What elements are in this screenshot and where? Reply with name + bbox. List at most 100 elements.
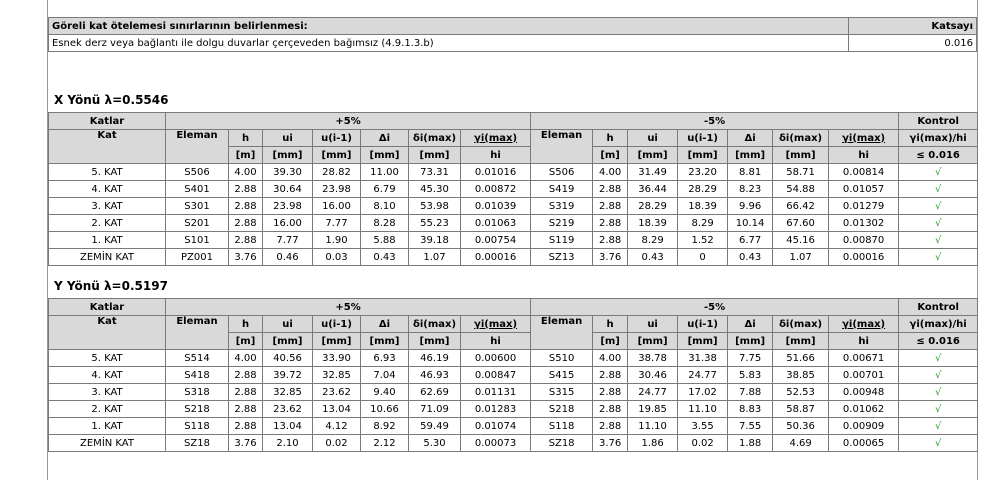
cell: 54.88 xyxy=(772,180,830,198)
cell: 32.85 xyxy=(262,383,313,401)
cell: 0.00847 xyxy=(459,366,532,384)
column-header: Kat xyxy=(48,315,166,350)
limit-description: Esnek derz veya bağlantı ile dolgu duvar… xyxy=(48,34,849,52)
cell: 2.88 xyxy=(592,214,629,232)
column-header: Δi xyxy=(360,315,409,333)
unit-header: [mm] xyxy=(772,146,830,164)
cell: √ xyxy=(898,231,979,249)
cell: √ xyxy=(898,434,979,452)
cell: 23.20 xyxy=(677,163,729,181)
cell: 46.19 xyxy=(408,349,461,367)
cell: 59.49 xyxy=(408,417,461,435)
cell: 0.43 xyxy=(727,248,774,266)
cell: 8.10 xyxy=(360,197,409,215)
cell: SZ18 xyxy=(530,434,594,452)
cell: 0.00016 xyxy=(459,248,532,266)
cell: 0.03 xyxy=(312,248,361,266)
group-header: +5% xyxy=(164,112,532,130)
cell: 1. KAT xyxy=(48,231,166,249)
group-row: Katlar +5% -5% Kontrol xyxy=(48,112,979,130)
column-header: u(i-1) xyxy=(677,129,729,147)
limit-table: Göreli kat ötelemesi sınırlarının belirl… xyxy=(48,17,977,52)
unit-header: [mm] xyxy=(312,332,361,350)
cell: 2.88 xyxy=(228,214,263,232)
group-header: Kontrol xyxy=(898,112,979,130)
column-header: γi(max)/hi xyxy=(898,129,979,147)
limit-column: Katsayı xyxy=(848,17,977,35)
cell: 0.00701 xyxy=(828,366,900,384)
section-title: X Yönü λ=0.5546 xyxy=(54,93,169,107)
cell: 0.00016 xyxy=(828,248,900,266)
cell: S415 xyxy=(530,366,594,384)
column-header: Eleman xyxy=(530,315,594,350)
unit-header: [m] xyxy=(592,146,629,164)
cell: 30.46 xyxy=(627,366,679,384)
column-header: γi(max) xyxy=(459,129,532,147)
data-row: ZEMİN KAT PZ001 3.76 0.46 0.03 0.43 1.07 0.0001… xyxy=(48,248,979,266)
unit-header: ≤ 0.016 xyxy=(898,146,979,164)
data-row: 5. KAT S506 4.00 39.30 28.82 11.00 73.31 0.0101… xyxy=(48,163,979,181)
cell: 1.90 xyxy=(312,231,361,249)
cell: √ xyxy=(898,163,979,181)
cell: S401 xyxy=(165,180,229,198)
cell: 24.77 xyxy=(677,366,729,384)
cell: 9.40 xyxy=(360,383,409,401)
cell: 16.00 xyxy=(312,197,361,215)
cell: 19.85 xyxy=(627,400,679,418)
cell: 23.98 xyxy=(312,180,361,198)
cell: 9.96 xyxy=(727,197,774,215)
column-row: Kat Eleman h ui u(i-1) Δi δi(max) γi(max) Eleman… xyxy=(48,315,979,350)
unit-header: [m] xyxy=(592,332,629,350)
cell: 31.49 xyxy=(627,163,679,181)
column-header: h xyxy=(228,315,263,333)
cell: 4.00 xyxy=(228,349,263,367)
cell: 0.00909 xyxy=(828,417,900,435)
cell: 66.42 xyxy=(772,197,830,215)
cell: √ xyxy=(898,417,979,435)
cell: 7.77 xyxy=(312,214,361,232)
column-header: γi(max) xyxy=(828,129,900,147)
cell: S218 xyxy=(165,400,229,418)
cell: 2.88 xyxy=(592,366,629,384)
cell: 6.77 xyxy=(727,231,774,249)
cell: 0.01302 xyxy=(828,214,900,232)
column-header: δi(max) xyxy=(772,129,830,147)
cell: 28.82 xyxy=(312,163,361,181)
cell: 0.43 xyxy=(627,248,679,266)
cell: √ xyxy=(898,214,979,232)
cell: 2.88 xyxy=(228,400,263,418)
column-header: ui xyxy=(627,129,679,147)
unit-header: [mm] xyxy=(312,146,361,164)
cell: 2.88 xyxy=(228,180,263,198)
data-row: 1. KAT S118 2.88 13.04 4.12 8.92 59.49 0.01074 S… xyxy=(48,417,979,435)
column-header: γi(max) xyxy=(828,315,900,333)
unit-header: hi xyxy=(828,332,900,350)
column-header: u(i-1) xyxy=(312,129,361,147)
unit-header: [mm] xyxy=(727,146,774,164)
cell: 31.38 xyxy=(677,349,729,367)
column-header: Eleman xyxy=(530,129,594,164)
cell: 0.00814 xyxy=(828,163,900,181)
cell: 10.14 xyxy=(727,214,774,232)
cell: 2.88 xyxy=(228,383,263,401)
cell: S101 xyxy=(165,231,229,249)
cell: 28.29 xyxy=(627,197,679,215)
cell: √ xyxy=(898,248,979,266)
cell: 4. KAT xyxy=(48,180,166,198)
cell: 2.88 xyxy=(228,231,263,249)
cell: 0 xyxy=(677,248,729,266)
cell: S506 xyxy=(530,163,594,181)
cell: 1. KAT xyxy=(48,417,166,435)
cell: 8.81 xyxy=(727,163,774,181)
cell: 1.52 xyxy=(677,231,729,249)
cell: 8.29 xyxy=(627,231,679,249)
cell: 30.64 xyxy=(262,180,313,198)
cell: S219 xyxy=(530,214,594,232)
cell: 39.30 xyxy=(262,163,313,181)
cell: 4.12 xyxy=(312,417,361,435)
cell: 39.72 xyxy=(262,366,313,384)
unit-header: [m] xyxy=(228,332,263,350)
cell: 5. KAT xyxy=(48,349,166,367)
group-header: Katlar xyxy=(48,298,166,316)
cell: 71.09 xyxy=(408,400,461,418)
